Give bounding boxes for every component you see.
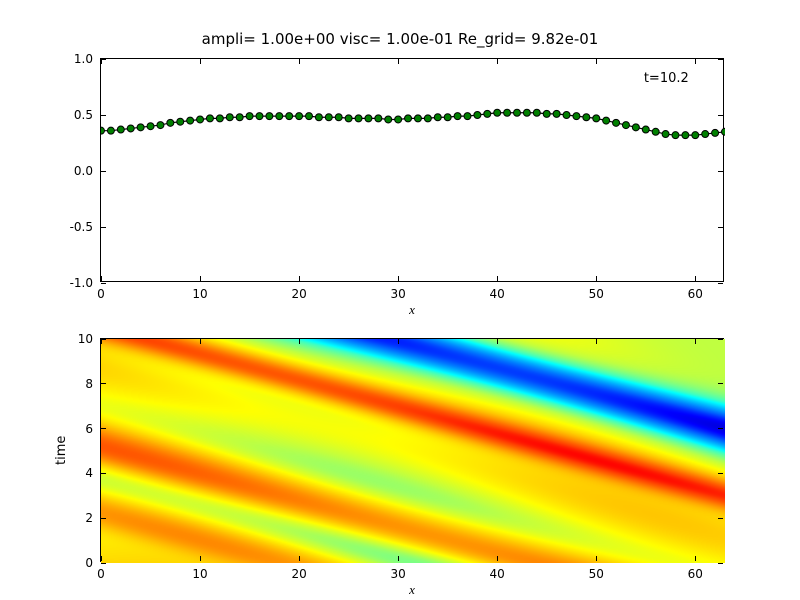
ytick-label: 1.0 xyxy=(74,52,101,66)
data-marker xyxy=(504,109,511,116)
xtick-label: 10 xyxy=(192,561,207,581)
data-marker xyxy=(365,115,372,122)
data-marker xyxy=(682,132,689,139)
ytick-label: 8 xyxy=(85,377,101,391)
data-marker xyxy=(593,115,600,122)
data-marker xyxy=(702,131,709,138)
ytick-label: 4 xyxy=(85,466,101,480)
ytick-label: 6 xyxy=(85,422,101,436)
top-plot-svg xyxy=(101,59,725,283)
data-marker xyxy=(137,124,144,131)
data-marker xyxy=(603,117,610,124)
data-marker xyxy=(622,122,629,129)
xtick-label: 20 xyxy=(291,281,306,301)
data-marker xyxy=(395,116,402,123)
data-line xyxy=(101,113,725,135)
data-marker xyxy=(206,115,213,122)
ytick-label: 0 xyxy=(85,556,101,570)
data-marker xyxy=(117,126,124,133)
data-marker xyxy=(692,132,699,139)
data-marker xyxy=(167,119,174,126)
time-annotation: t=10.2 xyxy=(644,71,689,86)
data-marker xyxy=(712,129,719,136)
data-marker xyxy=(306,113,313,120)
ytick-label: -1.0 xyxy=(70,276,101,290)
xtick-label: 50 xyxy=(589,281,604,301)
data-marker xyxy=(325,114,332,121)
ytick-label: 2 xyxy=(85,511,101,525)
xtick-label: 60 xyxy=(688,281,703,301)
data-marker xyxy=(543,110,550,117)
data-marker xyxy=(107,127,114,134)
figure-title: ampli= 1.00e+00 visc= 1.00e-01 Re_grid= … xyxy=(0,30,800,48)
data-marker xyxy=(474,112,481,119)
data-marker xyxy=(296,113,303,120)
xtick-label: 60 xyxy=(688,561,703,581)
data-marker xyxy=(494,109,501,116)
bottom-ylabel: time xyxy=(54,436,69,465)
data-marker xyxy=(375,115,382,122)
data-marker xyxy=(632,124,639,131)
top-line-plot: t=10.2 0102030405060-1.0-0.50.00.51.0 xyxy=(100,58,724,282)
data-marker xyxy=(533,109,540,116)
xtick-label: 30 xyxy=(391,561,406,581)
xtick-label: 20 xyxy=(291,561,306,581)
data-marker xyxy=(226,114,233,121)
data-marker xyxy=(315,114,322,121)
data-marker xyxy=(613,119,620,126)
data-marker xyxy=(563,112,570,119)
data-marker xyxy=(444,114,451,121)
data-marker xyxy=(355,115,362,122)
xtick-label: 30 xyxy=(391,281,406,301)
data-marker xyxy=(424,115,431,122)
data-marker xyxy=(405,115,412,122)
bottom-xlabel: x xyxy=(100,582,724,598)
data-marker xyxy=(101,127,105,134)
data-marker xyxy=(454,113,461,120)
data-marker xyxy=(187,117,194,124)
data-marker xyxy=(464,113,471,120)
data-marker xyxy=(642,126,649,133)
data-marker xyxy=(147,123,154,130)
data-marker xyxy=(335,114,342,121)
data-marker xyxy=(177,118,184,125)
figure: ampli= 1.00e+00 visc= 1.00e-01 Re_grid= … xyxy=(0,0,800,600)
data-marker xyxy=(583,114,590,121)
data-marker xyxy=(127,125,134,132)
bottom-heatmap: 01020304050600246810 xyxy=(100,338,724,562)
ytick-label: 10 xyxy=(78,332,101,346)
top-xlabel: x xyxy=(100,302,724,318)
heatmap-canvas xyxy=(101,339,725,563)
data-marker xyxy=(157,122,164,129)
data-marker xyxy=(246,113,253,120)
xtick-label: 40 xyxy=(490,281,505,301)
data-marker xyxy=(523,109,530,116)
ytick-label: 0.0 xyxy=(74,164,101,178)
data-marker xyxy=(434,114,441,121)
data-marker xyxy=(286,113,293,120)
data-marker xyxy=(553,110,560,117)
data-marker xyxy=(276,113,283,120)
data-marker xyxy=(236,114,243,121)
data-marker xyxy=(345,115,352,122)
data-marker xyxy=(385,116,392,123)
data-marker xyxy=(672,132,679,139)
data-marker xyxy=(484,110,491,117)
ytick-label: -0.5 xyxy=(70,220,101,234)
data-marker xyxy=(266,113,273,120)
xtick-label: 40 xyxy=(490,561,505,581)
data-marker xyxy=(514,109,521,116)
data-marker xyxy=(652,128,659,135)
xtick-label: 10 xyxy=(192,281,207,301)
ytick-label: 0.5 xyxy=(74,108,101,122)
data-marker xyxy=(662,131,669,138)
xtick-label: 50 xyxy=(589,561,604,581)
data-marker xyxy=(216,115,223,122)
data-marker xyxy=(573,113,580,120)
data-marker xyxy=(197,116,204,123)
data-marker xyxy=(256,113,263,120)
data-marker xyxy=(414,115,421,122)
data-marker xyxy=(722,128,726,135)
